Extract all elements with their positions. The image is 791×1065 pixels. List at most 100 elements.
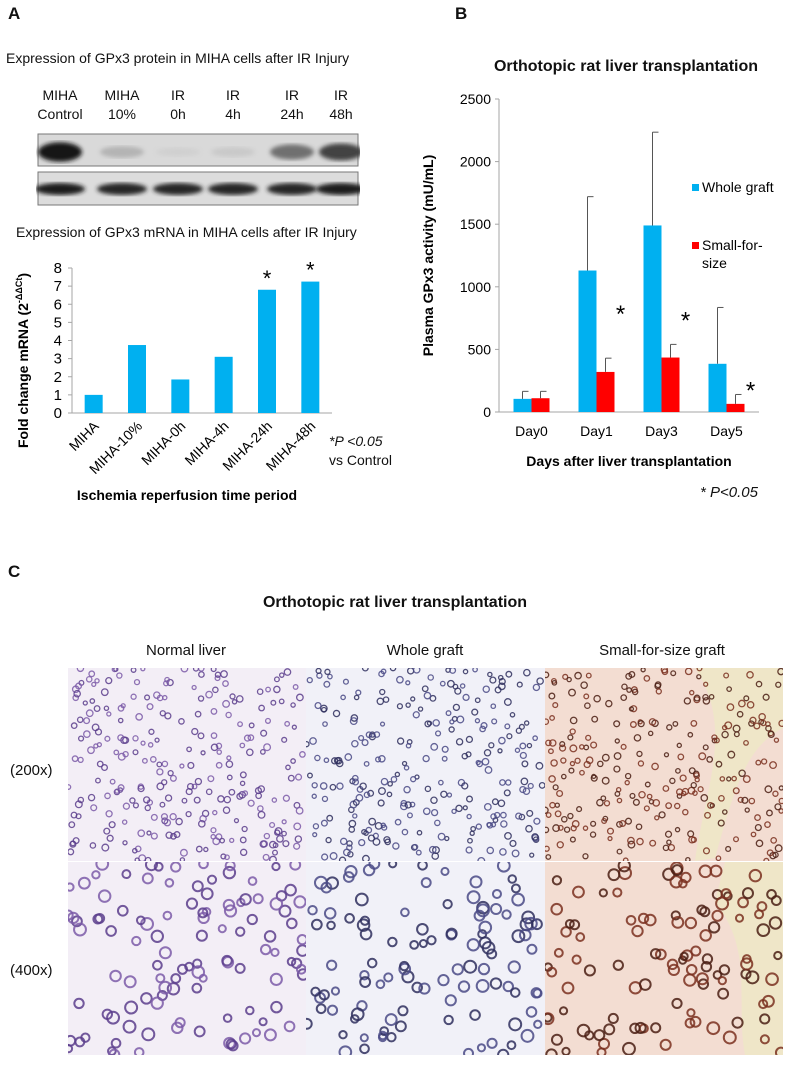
cell-nucleus <box>486 846 495 855</box>
cell-nucleus <box>643 805 650 812</box>
cell-nucleus <box>212 686 219 694</box>
cell-nucleus <box>276 834 284 843</box>
cell-nucleus <box>227 1040 239 1052</box>
cell-nucleus <box>644 781 651 788</box>
cell-nucleus <box>246 748 254 757</box>
cell-nucleus <box>268 840 277 849</box>
cell-nucleus <box>378 1030 388 1041</box>
bar-small-for-size <box>661 357 680 412</box>
cell-nucleus <box>580 681 588 690</box>
cell-nucleus <box>504 723 511 730</box>
cell-nucleus <box>410 776 417 783</box>
cell-nucleus <box>422 807 431 816</box>
cell-nucleus <box>558 744 567 752</box>
cell-nucleus <box>706 1021 721 1036</box>
cell-nucleus <box>491 718 498 725</box>
cell-nucleus <box>351 739 359 748</box>
cell-nucleus <box>346 840 353 847</box>
cell-nucleus <box>179 857 186 861</box>
cell-nucleus <box>315 1003 327 1015</box>
cell-nucleus <box>197 907 209 919</box>
cell-nucleus <box>75 813 82 820</box>
cell-nucleus <box>754 823 762 832</box>
cell-nucleus <box>306 1017 313 1030</box>
cell-nucleus <box>70 722 78 730</box>
cell-nucleus <box>527 782 534 790</box>
cell-nucleus <box>636 750 643 758</box>
cell-nucleus <box>338 1030 348 1040</box>
cell-nucleus <box>627 840 636 849</box>
cell-nucleus <box>448 726 455 733</box>
sig-note-b: * P<0.05 <box>700 484 758 501</box>
cell-nucleus <box>569 716 578 725</box>
cell-nucleus <box>122 802 131 810</box>
cell-nucleus <box>491 798 499 806</box>
cell-nucleus <box>552 702 559 709</box>
y-tick-label: 2000 <box>460 154 491 170</box>
cell-nucleus <box>410 696 416 702</box>
cell-nucleus <box>702 697 711 705</box>
cell-nucleus <box>77 735 85 742</box>
cell-nucleus <box>584 1030 595 1041</box>
cell-nucleus <box>191 783 198 790</box>
cell-nucleus <box>457 980 471 993</box>
cell-nucleus <box>179 763 185 769</box>
cell-nucleus <box>569 728 576 735</box>
cell-nucleus <box>104 792 111 800</box>
cell-nucleus <box>394 1020 407 1033</box>
sig-note-line2: vs Control <box>329 452 393 468</box>
cell-nucleus <box>197 732 205 740</box>
cell-nucleus <box>287 774 295 782</box>
cell-nucleus <box>336 782 344 790</box>
cell-nucleus <box>132 802 139 809</box>
cell-nucleus <box>206 874 218 885</box>
cell-nucleus <box>550 1033 563 1046</box>
cell-nucleus <box>634 1021 647 1034</box>
cell-nucleus <box>708 694 715 700</box>
lane-label: IR 0h <box>170 87 186 122</box>
cell-nucleus <box>396 703 404 710</box>
cell-nucleus <box>659 1038 672 1051</box>
lane-label: IR 24h <box>280 87 304 122</box>
cell-nucleus <box>152 959 163 971</box>
cell-nucleus <box>420 877 432 889</box>
cell-nucleus <box>73 689 81 698</box>
cell-nucleus <box>765 972 779 987</box>
cell-nucleus <box>331 757 339 765</box>
cell-nucleus <box>613 765 621 773</box>
bar-whole-graft <box>708 363 727 412</box>
cell-nucleus <box>669 875 683 889</box>
cell-nucleus <box>215 761 223 769</box>
cell-nucleus <box>759 1034 770 1045</box>
cell-nucleus <box>748 868 763 883</box>
cell-nucleus <box>706 756 714 763</box>
cell-nucleus <box>574 757 581 764</box>
cell-nucleus <box>766 849 774 857</box>
legend-label-small-for-size-line1: Small-for- <box>702 237 763 253</box>
cell-nucleus <box>88 670 96 678</box>
cell-nucleus <box>257 810 266 819</box>
cell-nucleus <box>89 842 97 849</box>
mrna-title: Expression of GPx3 mRNA in MIHA cells af… <box>16 224 357 240</box>
cell-nucleus <box>194 777 203 786</box>
cell-nucleus <box>323 907 337 920</box>
cell-nucleus <box>445 927 458 940</box>
cell-nucleus <box>222 865 237 880</box>
cell-nucleus <box>489 676 497 684</box>
cell-nucleus <box>377 787 386 796</box>
cell-nucleus <box>315 668 322 674</box>
cell-nucleus <box>603 1023 616 1036</box>
cell-nucleus <box>451 715 458 722</box>
cell-nucleus <box>466 938 480 952</box>
cell-nucleus <box>689 689 695 696</box>
cell-nucleus <box>153 691 161 699</box>
cell-nucleus <box>628 706 635 712</box>
cell-nucleus <box>549 715 556 721</box>
cell-nucleus <box>95 862 110 871</box>
cell-nucleus <box>100 688 109 697</box>
cell-nucleus <box>483 802 492 811</box>
cell-nucleus <box>688 767 696 775</box>
cell-nucleus <box>239 836 247 844</box>
cell-nucleus <box>186 746 192 753</box>
cell-nucleus <box>256 688 264 696</box>
